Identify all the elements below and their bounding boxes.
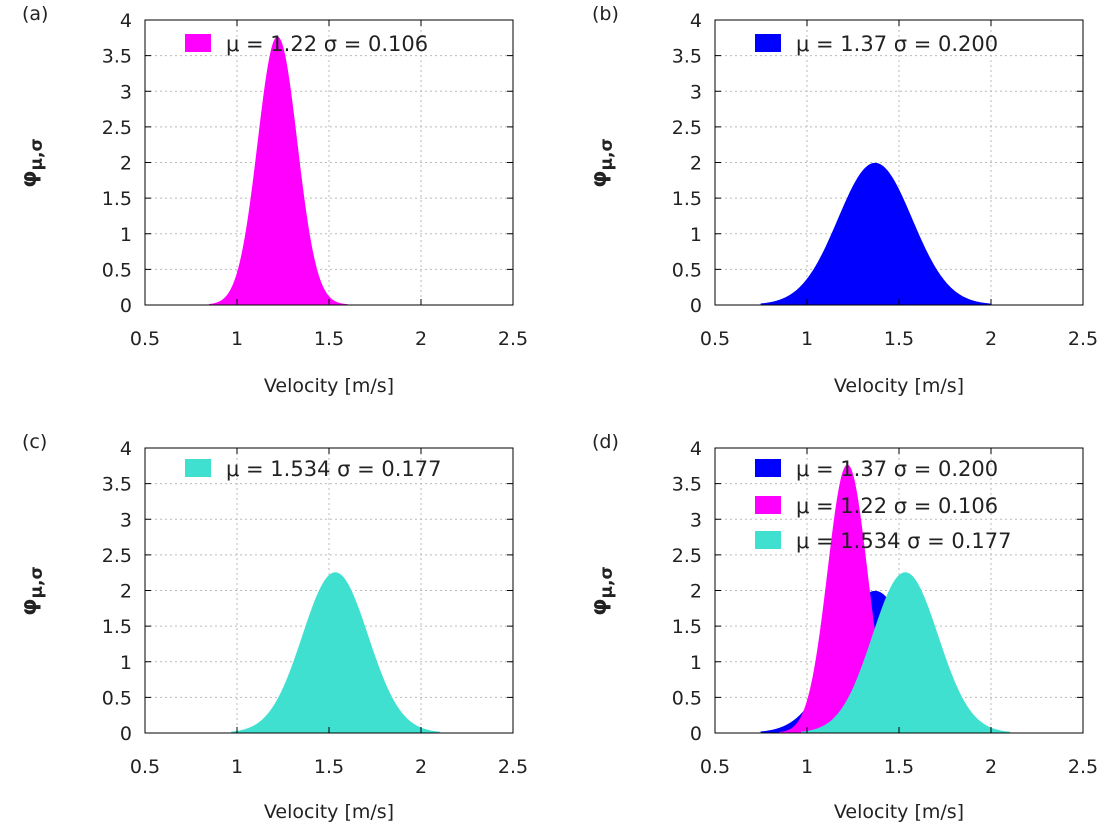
x-tick-label: 0.5 — [700, 756, 730, 778]
y-axis-label-main: φ — [587, 171, 612, 188]
y-tick-label: 3.5 — [102, 46, 132, 68]
y-axis-label: φμ,σ — [587, 566, 617, 615]
legend-swatch — [185, 34, 211, 52]
x-tick-label: 2.5 — [498, 756, 528, 778]
y-tick-label: 1.5 — [102, 616, 132, 638]
panel-b: 0.5 1 1.5 2 2.5 0 0.5 1 1.5 2 2.5 3 3.5 4 (b) Velocity … — [587, 3, 1098, 397]
x-tick-label: 0.5 — [130, 756, 160, 778]
y-tick-label: 3 — [690, 509, 702, 531]
x-tick-label: 2 — [415, 328, 427, 350]
panel-label: (b) — [592, 3, 619, 25]
legend-swatch — [755, 34, 781, 52]
y-axis-label-sub: μ,σ — [27, 138, 47, 170]
x-tick-label: 2 — [985, 328, 997, 350]
panel-label: (d) — [592, 431, 619, 453]
y-tick-label: 1 — [690, 224, 702, 246]
y-tick-label: 2 — [120, 581, 132, 603]
y-tick-label: 2 — [690, 581, 702, 603]
y-axis-label-sub: μ,σ — [597, 566, 617, 598]
y-tick-label: 4 — [690, 10, 702, 32]
y-tick-label: 0 — [690, 723, 702, 745]
x-tick-label: 2.5 — [1068, 328, 1098, 350]
y-tick-label: 1 — [120, 652, 132, 674]
y-tick-label: 1.5 — [672, 616, 702, 638]
x-tick-label: 1 — [801, 756, 813, 778]
x-tick-label: 0.5 — [130, 328, 160, 350]
series-area-2 — [801, 572, 1010, 734]
x-tick-label: 1.5 — [884, 756, 914, 778]
y-tick-label: 0 — [120, 295, 132, 317]
x-axis-label: Velocity [m/s] — [264, 375, 394, 397]
y-axis-label-main: φ — [17, 599, 42, 616]
x-tick-label: 1 — [231, 328, 243, 350]
y-tick-label: 1 — [690, 652, 702, 674]
y-tick-label: 4 — [120, 10, 132, 32]
y-tick-label: 0 — [690, 295, 702, 317]
x-axis-label: Velocity [m/s] — [264, 801, 394, 823]
panel-c: 0.5 1 1.5 2 2.5 0 0.5 1 1.5 2 2.5 3 3.5 4 (c) Velocity … — [17, 431, 528, 823]
legend-entry: μ = 1.22 σ = 0.106 — [796, 494, 998, 518]
y-tick-label: 3 — [690, 81, 702, 103]
y-tick-label: 0.5 — [102, 687, 132, 709]
y-tick-label: 3.5 — [672, 46, 702, 68]
y-tick-label: 2 — [120, 153, 132, 175]
y-tick-label: 2.5 — [102, 545, 132, 567]
legend-entry: μ = 1.37 σ = 0.200 — [796, 457, 998, 481]
y-tick-label: 2.5 — [102, 117, 132, 139]
y-tick-label: 4 — [120, 438, 132, 460]
y-axis-label-sub: μ,σ — [27, 566, 47, 598]
legend-entry: μ = 1.22 σ = 0.106 — [226, 32, 428, 56]
y-tick-label: 3.5 — [102, 474, 132, 496]
y-tick-label: 3.5 — [672, 474, 702, 496]
y-tick-label: 2.5 — [672, 117, 702, 139]
y-axis-label-sub: μ,σ — [597, 138, 617, 170]
x-tick-label: 1.5 — [314, 328, 344, 350]
x-tick-label: 1 — [231, 756, 243, 778]
y-axis-label: φμ,σ — [587, 138, 617, 187]
legend-swatch — [755, 531, 781, 549]
series-area-0 — [209, 36, 348, 306]
legend-swatch — [185, 459, 211, 477]
x-tick-label: 0.5 — [700, 328, 730, 350]
panel-a: 0.5 1 1.5 2 2.5 0 0.5 1 1.5 2 2.5 3 3.5 4 (a) Velocity … — [17, 3, 528, 397]
x-axis-label: Velocity [m/s] — [834, 375, 964, 397]
y-tick-label: 1 — [120, 224, 132, 246]
x-tick-label: 2.5 — [1068, 756, 1098, 778]
y-tick-label: 3 — [120, 509, 132, 531]
x-tick-label: 1.5 — [884, 328, 914, 350]
x-axis-label: Velocity [m/s] — [834, 801, 964, 823]
panel-label: (c) — [22, 431, 47, 453]
x-tick-label: 2.5 — [498, 328, 528, 350]
legend-swatch — [755, 459, 781, 477]
x-tick-label: 1 — [801, 328, 813, 350]
legend-entry: μ = 1.37 σ = 0.200 — [796, 32, 998, 56]
legend-entry: μ = 1.534 σ = 0.177 — [226, 457, 441, 481]
x-tick-label: 1.5 — [314, 756, 344, 778]
y-axis-label: φμ,σ — [17, 138, 47, 187]
y-tick-label: 0 — [120, 723, 132, 745]
y-tick-label: 3 — [120, 81, 132, 103]
panel-d: 0.5 1 1.5 2 2.5 0 0.5 1 1.5 2 2.5 3 3.5 4 (d) Velocity … — [587, 431, 1098, 823]
panel-label: (a) — [22, 3, 48, 25]
y-tick-label: 2 — [690, 153, 702, 175]
y-tick-label: 0.5 — [672, 259, 702, 281]
y-tick-label: 4 — [690, 438, 702, 460]
series-area-0 — [231, 572, 440, 734]
series-area-0 — [760, 162, 992, 306]
x-tick-label: 2 — [415, 756, 427, 778]
legend-entry: μ = 1.534 σ = 0.177 — [796, 529, 1011, 553]
y-axis-label-main: φ — [17, 171, 42, 188]
y-tick-label: 2.5 — [672, 545, 702, 567]
y-tick-label: 0.5 — [102, 259, 132, 281]
y-axis-label: φμ,σ — [17, 566, 47, 615]
x-tick-label: 2 — [985, 756, 997, 778]
y-tick-label: 0.5 — [672, 687, 702, 709]
y-tick-label: 1.5 — [672, 188, 702, 210]
y-tick-label: 1.5 — [102, 188, 132, 210]
legend-swatch — [755, 496, 781, 514]
y-axis-label-main: φ — [587, 599, 612, 616]
